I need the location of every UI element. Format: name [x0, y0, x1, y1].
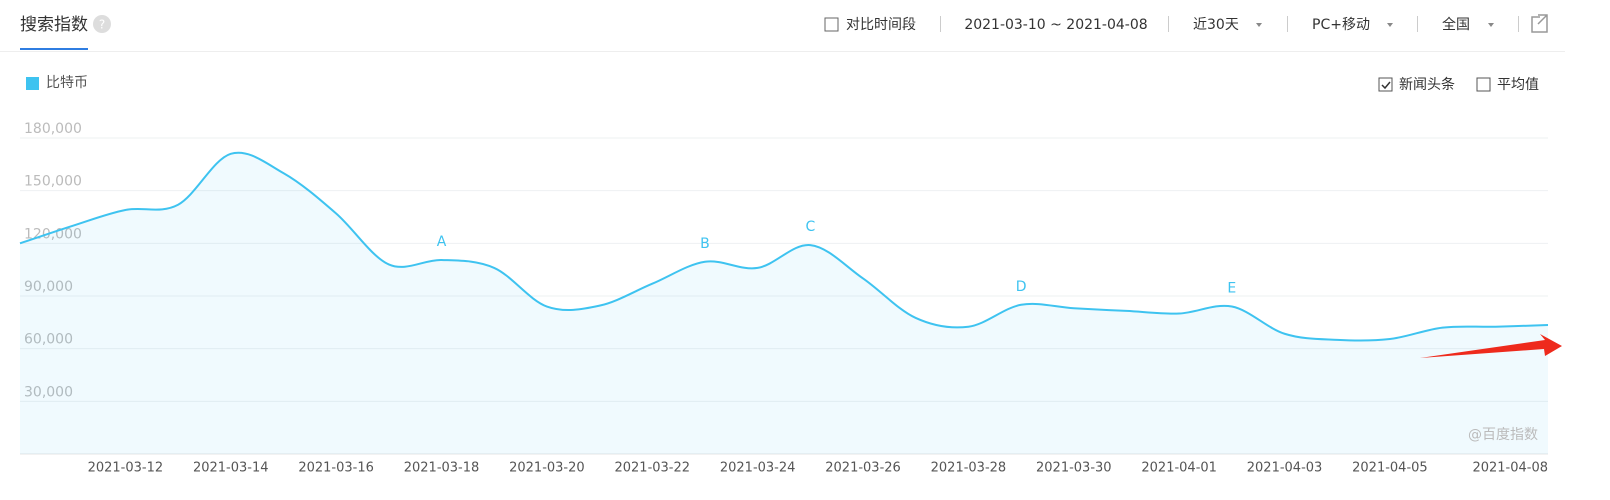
y-tick-label: 180,000	[24, 121, 82, 137]
separator	[940, 16, 941, 32]
option-checkbox[interactable]	[1476, 77, 1491, 92]
check-mark	[1381, 81, 1391, 90]
x-tick-label: 2021-03-16	[298, 461, 374, 476]
help-icon[interactable]	[93, 15, 111, 33]
x-tick-label: 2021-04-05	[1352, 461, 1428, 476]
compare-label[interactable]: 对比时间段	[846, 17, 916, 33]
x-tick-label: 2021-03-28	[931, 461, 1007, 476]
device-select[interactable]: PC+移动	[1312, 17, 1370, 33]
x-tick-label: 2021-03-30	[1036, 461, 1112, 476]
y-tick-label: 90,000	[24, 279, 73, 295]
watermark: @百度指数	[1468, 427, 1538, 443]
option-label[interactable]: 新闻头条	[1399, 76, 1455, 93]
option-label[interactable]: 平均值	[1497, 77, 1539, 93]
tab-title[interactable]: 搜索指数	[20, 15, 88, 35]
option-checkbox[interactable]	[1378, 77, 1393, 92]
area	[20, 152, 1548, 454]
annotation: D	[1016, 279, 1027, 295]
x-tick-label: 2021-03-26	[825, 461, 901, 476]
separator	[1417, 16, 1418, 32]
annotation: C	[805, 219, 815, 235]
separator	[1287, 16, 1288, 32]
annotation: B	[700, 236, 710, 252]
separator	[1168, 16, 1169, 32]
y-tick-label: 120,000	[24, 226, 82, 242]
x-tick-label: 2021-03-14	[193, 461, 269, 476]
x-tick-label: 2021-04-08	[1472, 461, 1548, 476]
region-select[interactable]: 全国	[1442, 16, 1470, 33]
legend-label[interactable]: 比特币	[46, 75, 88, 91]
red-arrow	[1420, 334, 1562, 358]
x-tick-label: 2021-03-22	[614, 461, 690, 476]
date-range[interactable]: 2021-03-10 ~ 2021-04-08	[964, 17, 1147, 33]
plot-background	[20, 100, 1548, 454]
x-tick-label: 2021-03-18	[404, 461, 480, 476]
y-tick-label: 60,000	[24, 332, 73, 348]
x-tick-label: 2021-03-24	[720, 461, 796, 476]
export-icon[interactable]	[1531, 14, 1548, 33]
help-text: ?	[99, 18, 105, 32]
tab-underline	[20, 48, 88, 50]
separator	[1518, 16, 1519, 32]
y-tick-label: 150,000	[24, 174, 82, 190]
x-tick-label: 2021-04-03	[1247, 461, 1323, 476]
legend-swatch	[26, 77, 39, 90]
annotation: E	[1227, 281, 1236, 297]
line	[19, 151, 1549, 342]
period-select[interactable]: 近30天	[1193, 17, 1239, 33]
header-divider	[0, 51, 1565, 52]
dropdown-arrow	[1488, 23, 1494, 27]
compare-checkbox[interactable]	[824, 17, 839, 32]
y-tick-label: 30,000	[24, 384, 73, 400]
x-tick-label: 2021-03-20	[509, 461, 585, 476]
dropdown-arrow	[1387, 23, 1393, 27]
x-tick-label: 2021-04-01	[1141, 461, 1217, 476]
annotation: A	[437, 234, 447, 250]
x-tick-label: 2021-03-12	[88, 461, 164, 476]
dropdown-arrow	[1256, 23, 1262, 27]
